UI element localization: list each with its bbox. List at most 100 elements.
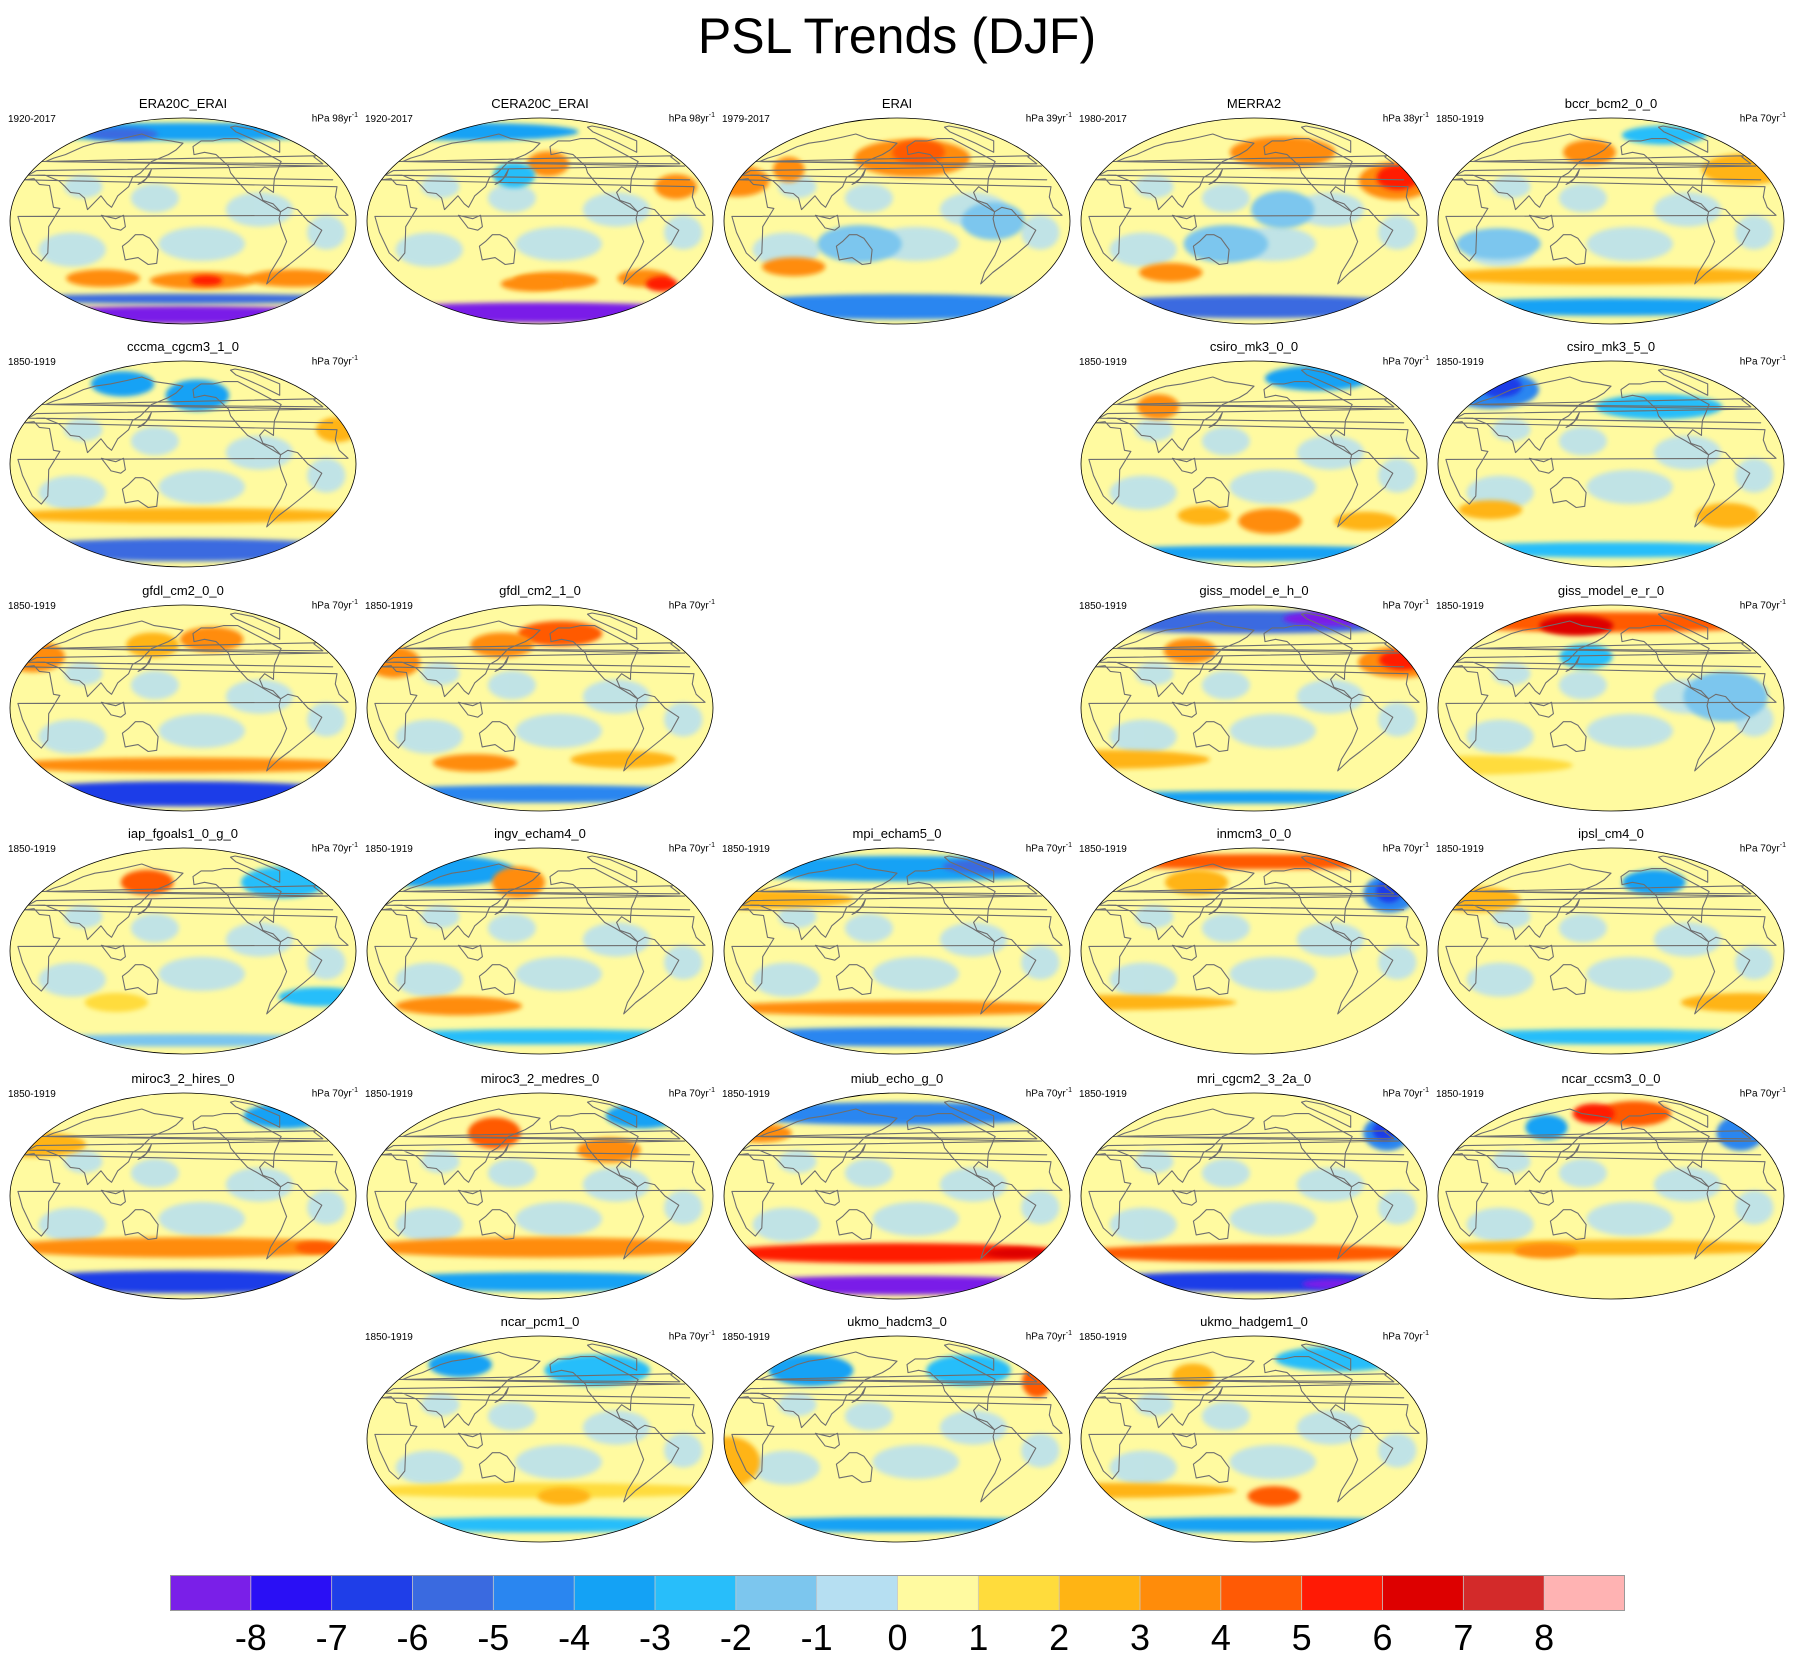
field-patch: [487, 670, 536, 700]
coastline: [457, 701, 483, 718]
panel-period: 1920-2017: [365, 114, 413, 125]
colorbar-tick-label: 7: [1453, 1617, 1474, 1658]
coastline: [943, 1100, 995, 1128]
trend-blob: [84, 993, 149, 1012]
colorbar-swatch: [492, 1575, 576, 1611]
trend-blob: [1250, 190, 1315, 229]
map-border: [9, 1092, 357, 1300]
coastline: [1098, 620, 1405, 698]
coastline: [835, 964, 873, 996]
field-patch: [1378, 1433, 1417, 1468]
trend-blob: [645, 276, 678, 292]
trend-blob: [724, 1027, 1070, 1047]
coastline: [137, 168, 152, 185]
colorbar-swatch: [331, 1575, 414, 1611]
field-patch: [1109, 232, 1177, 267]
coastline: [1694, 206, 1751, 285]
coastline: [137, 655, 152, 672]
coastline: [731, 1153, 1063, 1237]
field-patch: [395, 1207, 463, 1242]
unit-prefix: hPa: [1739, 113, 1758, 125]
trend-blob: [84, 127, 159, 141]
coastline: [478, 1452, 516, 1484]
panel-title: inmcm3_0_0: [1216, 826, 1292, 841]
unit-exponent: -1: [1779, 599, 1786, 606]
trend-blob: [66, 269, 141, 288]
coastline: [755, 155, 1038, 165]
map-field: [9, 360, 357, 568]
unit-prefix: hPa: [668, 843, 687, 855]
panel-period: 1850-1919: [1079, 844, 1127, 855]
coastline: [121, 721, 159, 753]
coastline: [137, 1143, 152, 1160]
unit-prefix: hPa: [1025, 113, 1044, 125]
colorbar-tick-label: 4: [1210, 1617, 1231, 1658]
field-patch: [1378, 1190, 1417, 1225]
unit-exponent: -1: [1422, 599, 1429, 606]
coastline: [384, 863, 691, 941]
panel-unit: hPa 70yr-1: [1740, 1085, 1786, 1100]
panel-unit: hPa 70yr-1: [669, 1328, 715, 1343]
map-field: [1080, 847, 1428, 1055]
map-panel: csiro_mk3_5_0 1850-1919 hPa 70yr-1: [1436, 339, 1786, 569]
field-patch: [487, 183, 536, 213]
field-patch: [1558, 426, 1607, 456]
unit-prefix: hPa: [1382, 113, 1401, 125]
colorbar-tick-label: -8: [234, 1617, 267, 1658]
map-panel: mri_cgcm2_3_2a_0 1850-1919 hPa 70yr-1: [1079, 1071, 1429, 1301]
map-field: [723, 847, 1071, 1055]
field-patch: [515, 1444, 602, 1480]
colorbar-outline: [170, 1575, 1625, 1611]
coastline: [1455, 376, 1762, 454]
field-patch: [64, 418, 103, 442]
coastline: [755, 1130, 1038, 1140]
panel-unit: hPa 70yr-1: [1026, 840, 1072, 855]
field-patch: [421, 905, 460, 929]
colorbar-tick-label: 1: [968, 1617, 989, 1658]
trend-blob: [724, 1275, 1070, 1295]
coastline: [623, 1424, 680, 1503]
coastline: [1098, 133, 1405, 211]
coastline: [121, 964, 159, 996]
panel-title: csiro_mk3_5_0: [1566, 339, 1656, 354]
panel-unit: hPa 98yr-1: [312, 110, 358, 125]
trend-blob: [1563, 139, 1616, 165]
panel-title: miroc3_2_medres_0: [480, 1071, 600, 1086]
map-border: [1080, 1092, 1428, 1300]
panel-title: ncar_ccsm3_0_0: [1561, 1071, 1661, 1086]
trend-blob: [985, 1248, 1049, 1259]
panel-unit: hPa 70yr-1: [1740, 840, 1786, 855]
coastline: [943, 125, 995, 153]
field-patch: [1109, 962, 1177, 997]
trend-blob: [10, 293, 356, 304]
coastline: [494, 655, 509, 672]
coastline: [906, 1113, 996, 1188]
coastline: [457, 1189, 483, 1206]
map-panel: miroc3_2_medres_0 1850-1919 hPa 70yr-1: [365, 1071, 715, 1301]
coastline: [1300, 1100, 1352, 1128]
map-border: [1080, 847, 1428, 1055]
colorbar-tick-label: -5: [477, 1617, 510, 1658]
coastline: [478, 964, 516, 996]
coastline: [1112, 885, 1395, 895]
unit-prefix: hPa: [311, 113, 330, 125]
unit-value: 70yr: [1043, 843, 1066, 855]
panel-title: ukmo_hadcm3_0: [847, 1314, 947, 1329]
panel-unit: hPa 98yr-1: [669, 110, 715, 125]
coastline: [1565, 411, 1580, 428]
panel-unit: hPa 70yr-1: [1026, 1085, 1072, 1100]
field-patch: [1492, 418, 1531, 442]
colorbar-swatch: [1301, 1575, 1384, 1611]
coastline: [1263, 1356, 1353, 1431]
panel-unit: hPa 70yr-1: [1383, 840, 1429, 855]
field-patch: [752, 962, 820, 997]
field-patch: [664, 702, 703, 737]
coastline: [1098, 376, 1405, 454]
field-patch: [582, 1167, 651, 1202]
unit-value: 70yr: [1400, 843, 1423, 855]
field-patch: [1492, 175, 1531, 199]
panel-title: mpi_echam5_0: [852, 826, 942, 841]
field-patch: [1021, 1433, 1060, 1468]
map-panel: miub_echo_g_0 1850-1919 hPa 70yr-1: [722, 1071, 1072, 1301]
field-patch: [38, 1207, 106, 1242]
